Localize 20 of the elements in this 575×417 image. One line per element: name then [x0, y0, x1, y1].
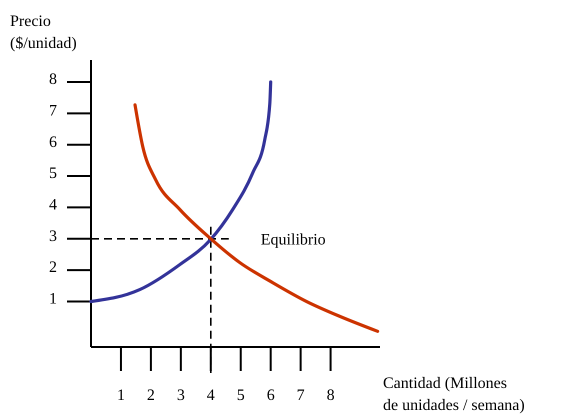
x-tick-label: 4 — [206, 387, 215, 404]
x-tick-label: 1 — [116, 387, 125, 404]
line-series — [133, 103, 380, 333]
x-tick-label: 5 — [236, 387, 245, 404]
y-tick-label: 1 — [49, 290, 57, 308]
y-tick-label: 5 — [49, 165, 57, 182]
annotation: Equilibrio — [260, 231, 326, 248]
y-tick-label: 2 — [49, 259, 57, 276]
y-tick-label: 6 — [49, 134, 57, 151]
y-tick-label: 7 — [49, 102, 57, 120]
x-tick-label: 3 — [176, 387, 185, 404]
y-tick-label: 8 — [49, 71, 57, 88]
x-tick-label: 7 — [296, 387, 305, 404]
x-tick-label: 6 — [266, 387, 275, 404]
x-tick-label: 8 — [326, 387, 335, 404]
y-axis-title: Precio ($/unidad) — [10, 13, 77, 52]
y-tick-label: 4 — [49, 196, 57, 214]
x-axis-title: Cantidad (Millones de unidades / semana) — [383, 375, 525, 414]
y-tick-label: 3 — [49, 228, 57, 245]
x-tick-label: 2 — [146, 387, 155, 404]
